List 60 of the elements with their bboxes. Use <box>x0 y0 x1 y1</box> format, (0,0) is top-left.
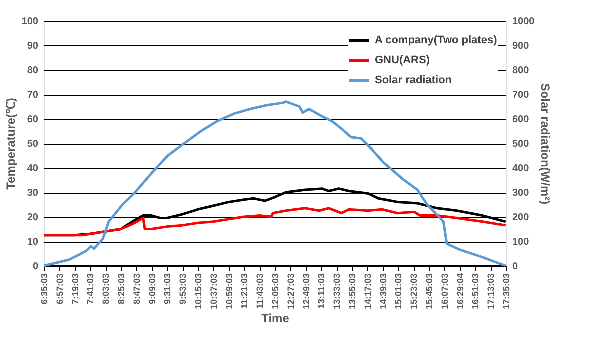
y2-axis-title: Solar radiation(W/m²) <box>538 83 553 205</box>
y-tick-label: 30 <box>27 188 39 199</box>
x-tick-label: 12:49:03 <box>301 274 312 310</box>
x-tick-label: 8:03:03 <box>101 274 112 305</box>
x-tick-label: 9:53:03 <box>178 274 188 305</box>
y-tick-label: 20 <box>27 212 39 224</box>
x-tick-label: 8:25:03 <box>116 274 126 305</box>
y2-tick-label: 600 <box>512 114 530 126</box>
legend-label: GNU(ARS) <box>375 54 430 66</box>
x-tick-label: 8:47:03 <box>132 274 142 305</box>
x-tick-label: 17:35:03 <box>502 274 512 310</box>
y-tick-label: 70 <box>27 90 39 101</box>
y2-tick-label: 300 <box>512 188 530 199</box>
y-tick-label: 100 <box>22 16 39 28</box>
x-tick-label: 11:21:03 <box>240 274 250 310</box>
x-tick-label: 12:05:03 <box>270 274 280 310</box>
y-tick-label: 40 <box>27 164 39 174</box>
y-tick-label: 10 <box>27 237 39 248</box>
y2-tick-label: 700 <box>512 90 530 101</box>
x-tick-label: 13:11:03 <box>316 274 327 310</box>
legend-label: Solar radiation <box>375 74 452 86</box>
x-axis-title: Time <box>262 312 290 326</box>
y2-tick-label: 0 <box>512 262 518 272</box>
x-tick-label: 9:31:03 <box>162 274 173 305</box>
x-tick-label: 11:43:03 <box>255 274 266 310</box>
y2-tick-label: 500 <box>512 139 530 150</box>
y-tick-label: 60 <box>27 114 39 126</box>
x-tick-label: 14:17:03 <box>362 274 373 310</box>
y-axis-title: Temperature(℃) <box>4 98 18 190</box>
line-series <box>42 207 508 237</box>
x-tick-label: 6:35:03 <box>40 274 50 305</box>
x-tick-label: 10:15:03 <box>193 274 204 310</box>
y2-tick-label: 900 <box>512 41 530 52</box>
x-tick-label: 9:09:03 <box>147 274 158 305</box>
x-tick-label: 6:57:03 <box>54 274 65 305</box>
y2-tick-label: 100 <box>512 237 530 248</box>
x-tick-label: 7:41:03 <box>86 274 96 305</box>
x-tick-label: 16:51:03 <box>470 274 481 310</box>
x-tick-label: 10:37:03 <box>208 274 219 310</box>
y2-tick-label: 1000 <box>512 16 536 28</box>
x-tick-label: 16:07:03 <box>440 274 450 310</box>
y-tick-label: 80 <box>27 66 39 76</box>
y-tick-label: 50 <box>27 139 39 150</box>
x-tick-label: 17:13:03 <box>486 274 496 310</box>
x-tick-label: 10:59:03 <box>224 274 234 310</box>
x-tick-label: 15:01:03 <box>394 274 404 310</box>
y2-tick-label: 200 <box>512 212 530 224</box>
y-tick-label: 0 <box>32 262 39 272</box>
x-tick-label: 15:45:03 <box>424 274 434 310</box>
y2-tick-label: 400 <box>512 164 530 174</box>
x-tick-label: 13:55:03 <box>348 274 358 310</box>
x-tick-label: 16:29:04 <box>455 274 466 310</box>
x-tick-label: 15:23:03 <box>409 274 420 310</box>
x-tick-label: 14:39:03 <box>378 274 388 310</box>
legend-label: A company(Two plates) <box>375 34 498 46</box>
y2-tick-label: 800 <box>512 66 530 76</box>
x-tick-label: 12:27:03 <box>286 274 296 310</box>
x-tick-label: 13:33:03 <box>332 274 342 310</box>
x-tick-label: 7:19:03 <box>70 274 80 305</box>
y-tick-label: 90 <box>27 41 39 52</box>
